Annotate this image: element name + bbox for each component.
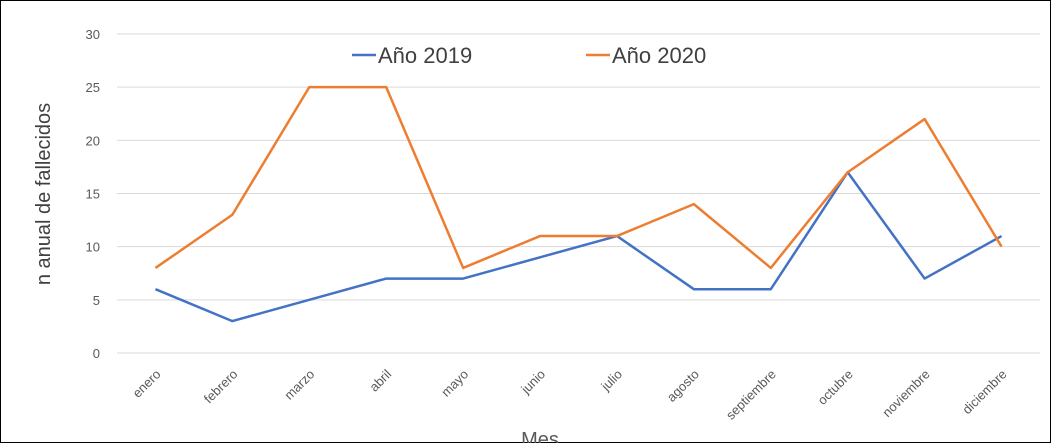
legend-label: Año 2019 <box>378 43 472 68</box>
y-tick-label: 30 <box>86 27 100 42</box>
series-line <box>154 85 1003 270</box>
legend-label: Año 2020 <box>612 43 706 68</box>
y-tick-label: 15 <box>86 187 100 202</box>
y-tick-label: 25 <box>86 80 100 95</box>
series-line <box>154 170 1003 323</box>
y-tick-label: 0 <box>93 346 100 361</box>
y-axis-label: n anual de fallecidos <box>33 103 55 285</box>
y-tick-label: 20 <box>86 133 100 148</box>
y-tick-label: 10 <box>86 240 100 255</box>
y-tick-label: 5 <box>93 293 100 308</box>
x-axis-label: Mes <box>521 429 559 443</box>
